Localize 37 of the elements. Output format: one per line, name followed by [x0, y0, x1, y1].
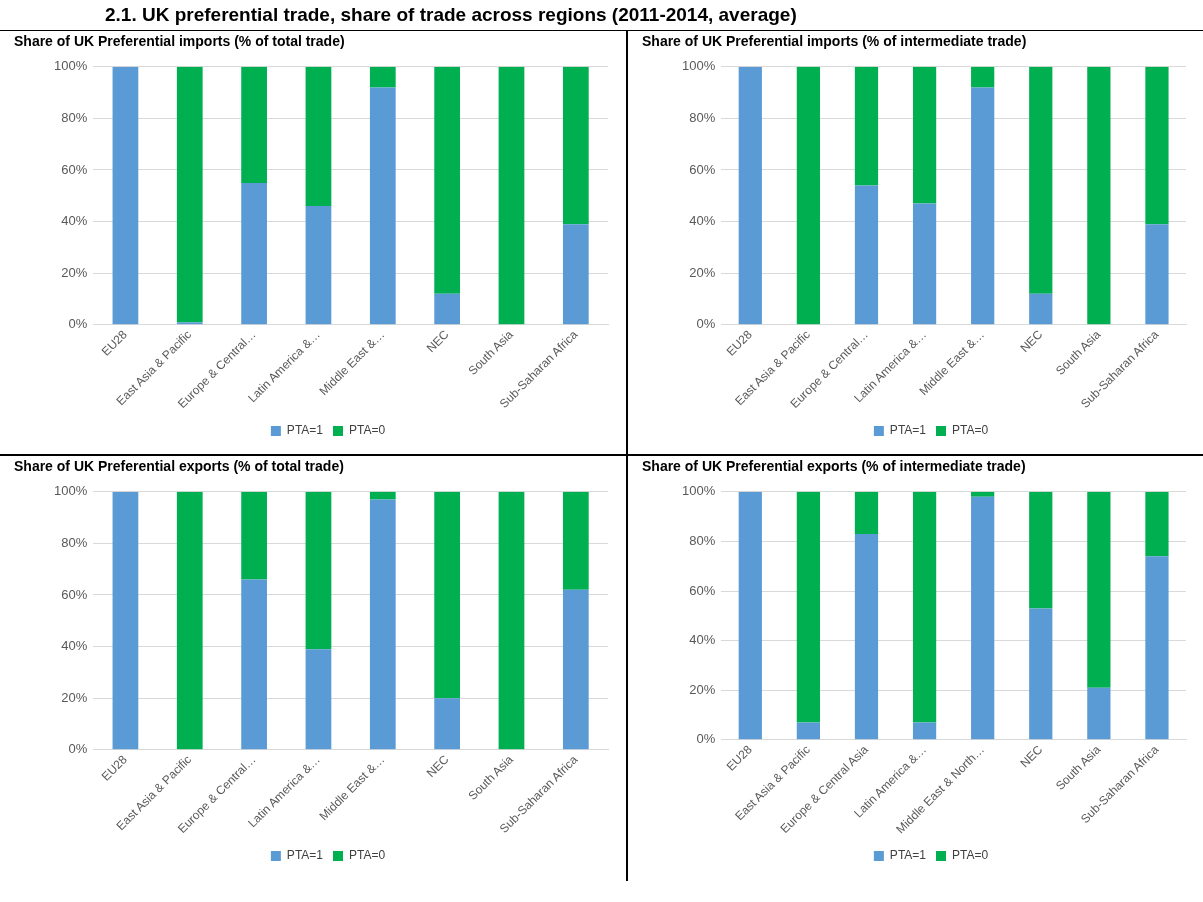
chart-title: Share of UK Preferential imports (% of total trade): [13, 32, 346, 51]
y-tick-label: 20%: [689, 264, 716, 280]
y-tick-label: 60%: [61, 161, 88, 177]
chart-title: Share of UK Preferential exports (% of intermediate trade): [641, 457, 1027, 476]
chart-title: Share of UK Preferential exports (% of total trade): [13, 457, 345, 476]
y-tick-label: 20%: [61, 264, 88, 280]
legend-label: PTA=0: [349, 848, 386, 863]
y-tick-label: 80%: [689, 532, 716, 548]
y-tick-label: 0%: [696, 316, 716, 332]
y-tick-label: 100%: [54, 58, 88, 74]
y-tick-label: 40%: [689, 632, 716, 648]
legend-label: PTA=0: [952, 423, 989, 438]
y-tick-label: 40%: [689, 213, 716, 229]
y-tick-label: 40%: [61, 638, 88, 654]
chart-title: Share of UK Preferential imports (% of intermediate trade): [641, 32, 1028, 51]
y-tick-label: 100%: [682, 483, 716, 499]
y-tick-label: 20%: [689, 681, 716, 697]
legend-label: PTA=0: [349, 423, 386, 438]
y-tick-label: 80%: [61, 109, 88, 125]
y-tick-label: 60%: [689, 582, 716, 598]
legend-label: PTA=1: [889, 423, 927, 438]
y-tick-label: 0%: [68, 316, 88, 332]
legend-label: PTA=0: [952, 848, 989, 863]
y-tick-label: 40%: [61, 213, 88, 229]
y-tick-label: 80%: [689, 109, 716, 125]
y-tick-label: 100%: [54, 483, 88, 499]
y-tick-label: 60%: [689, 161, 716, 177]
y-tick-label: 80%: [61, 534, 88, 550]
y-tick-label: 0%: [68, 741, 88, 757]
y-tick-label: 20%: [61, 689, 88, 705]
y-tick-label: 60%: [61, 586, 88, 602]
legend-label: PTA=1: [889, 848, 927, 863]
y-tick-label: 0%: [696, 731, 716, 747]
legend-label: PTA=1: [286, 423, 324, 438]
text: 2.1. UK preferential trade, share of trade across regions (2011-2014, average): [104, 3, 798, 27]
legend-label: PTA=1: [286, 848, 324, 863]
y-tick-label: 100%: [682, 58, 716, 74]
